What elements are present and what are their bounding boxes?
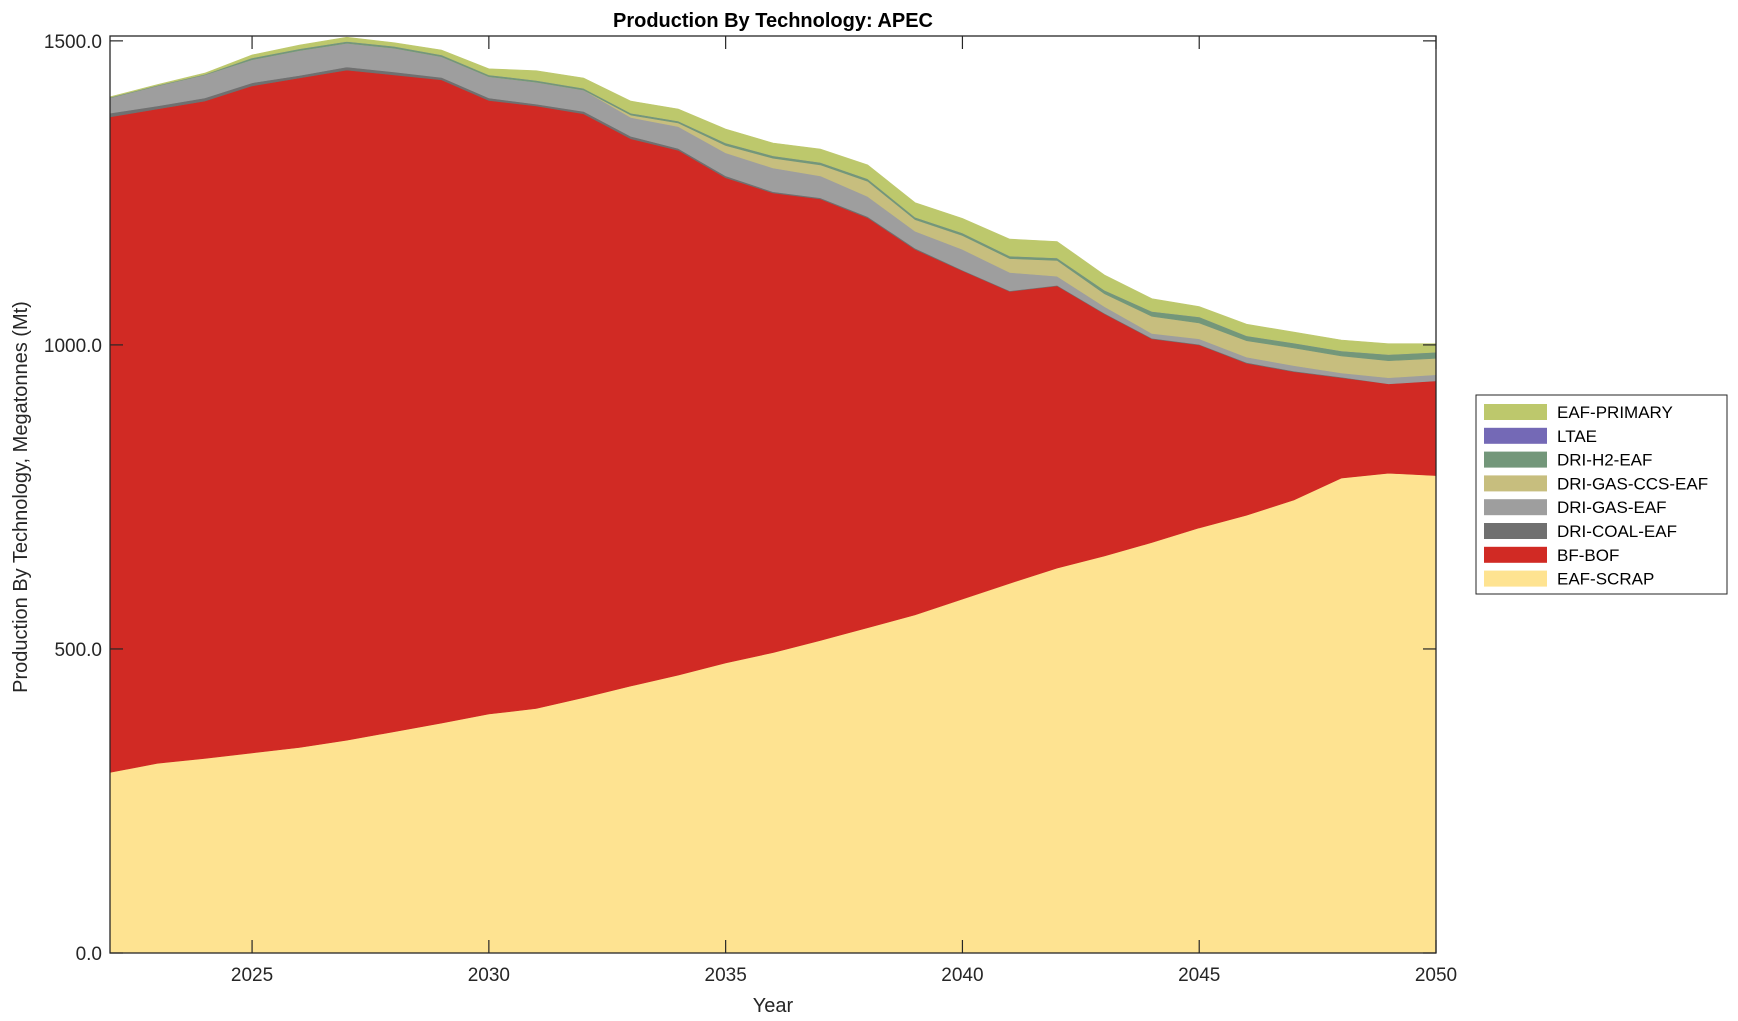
y-tick-label: 500.0 [54, 640, 102, 661]
x-tick-label: 2040 [941, 965, 983, 986]
legend-swatch-dri-coal-eaf [1484, 523, 1547, 539]
x-tick-label: 2050 [1415, 965, 1457, 986]
legend-swatch-dri-h2-eaf [1484, 451, 1547, 468]
legend-label-dri-coal-eaf: DRI-COAL-EAF [1557, 522, 1677, 541]
x-tick-label: 2035 [705, 965, 747, 986]
x-axis-label: Year [753, 995, 794, 1017]
y-tick-label: 1500.0 [44, 32, 102, 53]
x-tick-label: 2045 [1178, 965, 1220, 986]
y-axis-label: Production By Technology, Megatonnes (Mt… [10, 301, 32, 693]
legend-swatch-dri-gas-ccs-eaf [1484, 475, 1547, 492]
legend-label-ltae: LTAE [1557, 427, 1597, 446]
legend-swatch-eaf-scrap [1484, 570, 1547, 587]
y-axis-ticks: 0.0 500.0 1000.0 1500.0 [44, 32, 1436, 965]
legend-swatch-eaf-primary [1484, 404, 1547, 420]
legend-label-eaf-scrap: EAF-SCRAP [1557, 570, 1654, 589]
y-tick-label: 0.0 [76, 944, 102, 965]
legend-swatch-ltae [1484, 427, 1547, 444]
plot-frame [109, 35, 1437, 954]
legend-label-eaf-primary: EAF-PRIMARY [1557, 403, 1673, 422]
x-tick-label: 2030 [468, 965, 510, 986]
x-tick-label: 2025 [231, 965, 273, 986]
legend-label-bf-bof: BF-BOF [1557, 546, 1619, 565]
legend-swatch-bf-bof [1484, 546, 1547, 563]
legend-label-dri-gas-eaf: DRI-GAS-EAF [1557, 498, 1667, 517]
legend: EAF-PRIMARY LTAE DRI-H2-EAF DRI-GAS-CCS-EAF… [1475, 394, 1728, 595]
y-tick-label: 1000.0 [44, 336, 102, 357]
area-layers [109, 36, 1437, 954]
chart-title: Production By Technology: APEC [613, 10, 933, 32]
legend-label-dri-gas-ccs-eaf: DRI-GAS-CCS-EAF [1557, 474, 1708, 493]
x-axis-ticks: 2025 2030 2035 2040 2045 2050 [231, 36, 1457, 986]
legend-swatch-dri-gas-eaf [1484, 499, 1547, 516]
legend-label-dri-h2-eaf: DRI-H2-EAF [1557, 451, 1652, 470]
